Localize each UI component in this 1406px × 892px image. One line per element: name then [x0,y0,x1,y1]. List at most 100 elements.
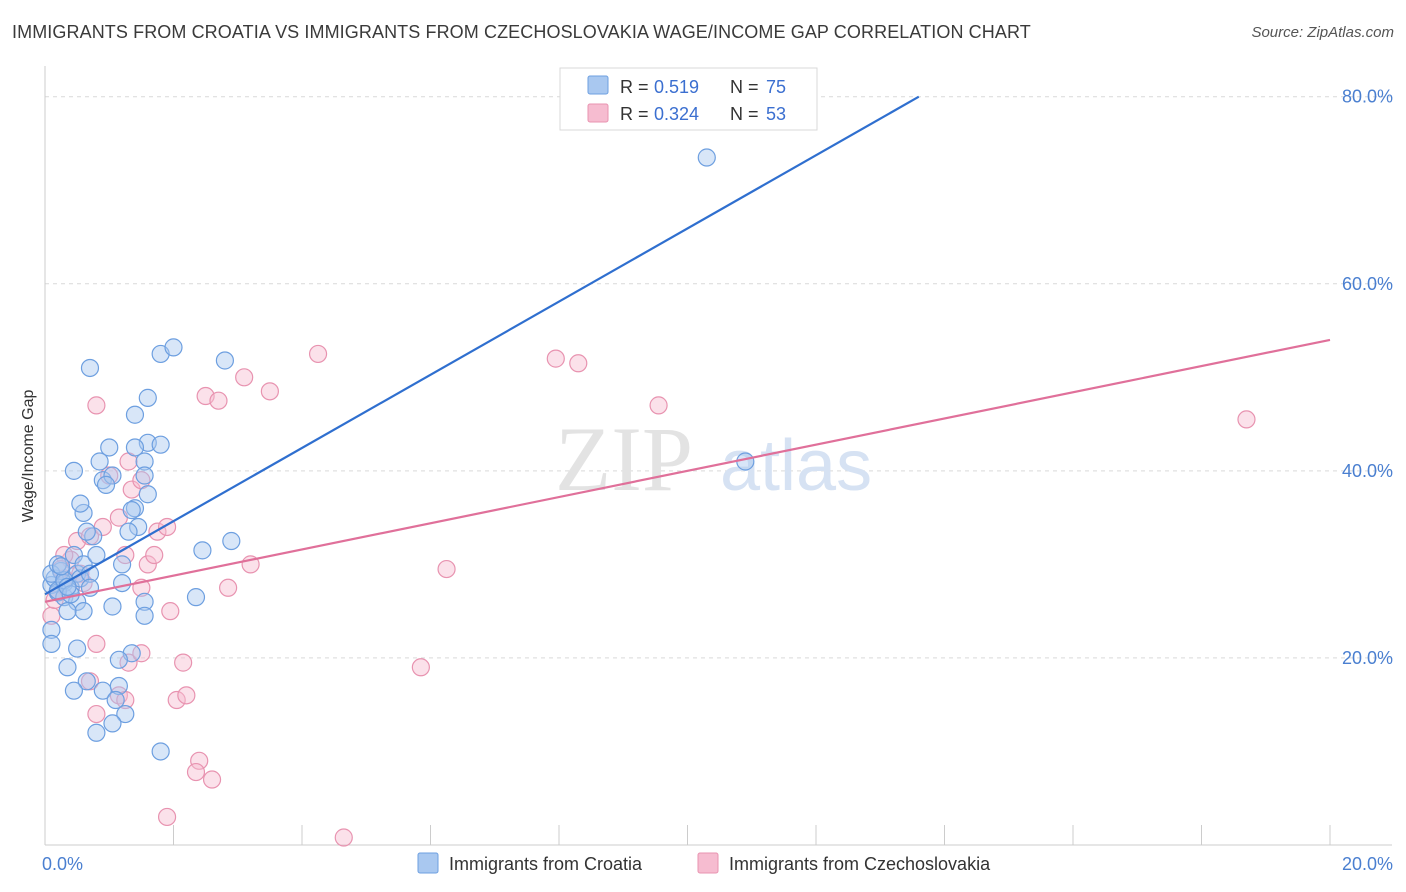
legend-r-label-czech: R = [620,104,649,124]
croatia-point-48 [74,602,93,621]
czech-point-32 [177,686,196,705]
croatia-point-31 [164,338,183,357]
croatia-point-44 [112,573,132,593]
czech-point-48 [411,658,430,677]
croatia-point-40 [129,517,148,537]
croatia-point-43 [112,555,132,574]
source-credit: Source: ZipAtlas.com [1251,24,1394,41]
croatia-point-22 [90,452,109,471]
y-tick-label-3: 80.0% [1342,87,1393,107]
czech-point-46 [649,396,668,415]
croatia-point-66 [193,541,212,560]
croatia-point-67 [222,531,241,551]
czech-point-17 [138,555,157,574]
czech-point-33 [190,751,209,770]
czech-trend-line [44,338,1331,603]
croatia-point-27 [80,358,100,378]
czech-point-41 [308,344,328,364]
czech-point-31 [167,690,186,710]
czech-point-26 [174,653,193,672]
czech-point-29 [87,704,106,724]
croatia-point-26 [100,438,119,457]
croatia-point-42 [122,501,141,520]
legend-r-value-croatia: 0.519 [654,77,699,97]
croatia-point-47 [103,597,122,616]
y-axis-label: Wage/Income Gap [20,390,37,523]
croatia-point-60 [103,714,122,733]
czech-point-44 [546,349,565,368]
bottom-legend-label-czech: Immigrants from Czechoslovakia [729,854,991,874]
y-tick-label-1: 40.0% [1342,461,1393,481]
croatia-point-59 [116,704,135,724]
czech-point-23 [87,634,106,653]
y-tick-label-0: 20.0% [1342,648,1393,668]
croatia-point-38 [138,485,157,504]
croatia-point-6 [48,555,67,574]
croatia-point-58 [106,690,125,710]
czech-point-35 [202,770,222,789]
czech-point-18 [145,545,164,565]
croatia-trend-line [44,95,920,596]
czech-point-40 [260,382,279,401]
croatia-point-54 [77,672,96,691]
chart-title: IMMIGRANTS FROM CROATIA VS IMMIGRANTS FR… [12,22,1031,42]
bottom-legend-label-croatia: Immigrants from Croatia [449,854,643,874]
croatia-point-10 [64,545,84,565]
croatia-point-37 [135,466,154,485]
czech-point-22 [161,602,180,621]
croatia-point-53 [58,658,77,677]
czech-point-45 [569,354,588,373]
croatia-point-69 [697,148,716,167]
bottom-legend-swatch-czech [697,852,719,874]
croatia-point-45 [135,592,154,611]
x-tick-labels: 0.0% 20.0% [42,854,1393,874]
czech-point-49 [334,828,353,847]
bottom-legend-swatch-croatia [417,852,439,874]
croatia-point-24 [96,475,116,494]
croatia-point-23 [103,466,122,485]
croatia-point-51 [42,634,61,653]
croatia-point-65 [186,588,206,607]
legend-r-label-croatia: R = [620,77,649,97]
croatia-point-35 [125,438,145,457]
legend-n-label-czech: N = [730,104,759,124]
horizontal-gridlines [45,96,1392,659]
legend-n-label-croatia: N = [730,77,759,97]
legend-swatch-croatia [587,75,609,95]
croatia-point-52 [68,639,87,658]
legend-n-value-czech: 53 [766,104,786,124]
croatia-point-61 [87,723,106,742]
croatia-point-57 [109,676,128,696]
croatia-point-49 [58,602,77,621]
czech-point-16 [87,396,106,415]
croatia-point-29 [138,388,157,407]
croatia-points [42,148,755,761]
croatia-point-41 [119,522,138,541]
series-legend: Immigrants from Croatia Immigrants from … [417,852,991,874]
czech-point-43 [219,578,238,597]
czech-point-38 [209,391,228,410]
trend-lines [44,95,1331,603]
y-tick-label-2: 60.0% [1342,274,1393,294]
legend-n-value-croatia: 75 [766,77,786,97]
x-axis [44,66,1392,846]
czech-point-34 [186,762,206,782]
czechoslovakia-points [42,344,1256,847]
croatia-point-28 [125,405,145,424]
croatia-point-13 [68,592,87,611]
croatia-point-34 [151,435,170,454]
czech-point-39 [235,368,254,387]
croatia-point-46 [135,606,154,625]
x-tick-label-0: 0.0% [42,854,83,874]
correlation-legend: R = 0.519 N = 75 R = 0.324 N = 53 [559,67,818,131]
watermark: ZIP atlas [555,408,872,510]
y-tick-labels: 20.0% 40.0% 60.0% 80.0% [1342,87,1393,668]
croatia-point-63 [109,650,128,669]
croatia-point-17 [87,545,106,565]
croatia-point-55 [64,681,84,700]
legend-r-value-czech: 0.324 [654,104,699,124]
croatia-point-73 [51,557,71,576]
croatia-point-18 [77,522,96,541]
croatia-point-32 [215,351,234,370]
